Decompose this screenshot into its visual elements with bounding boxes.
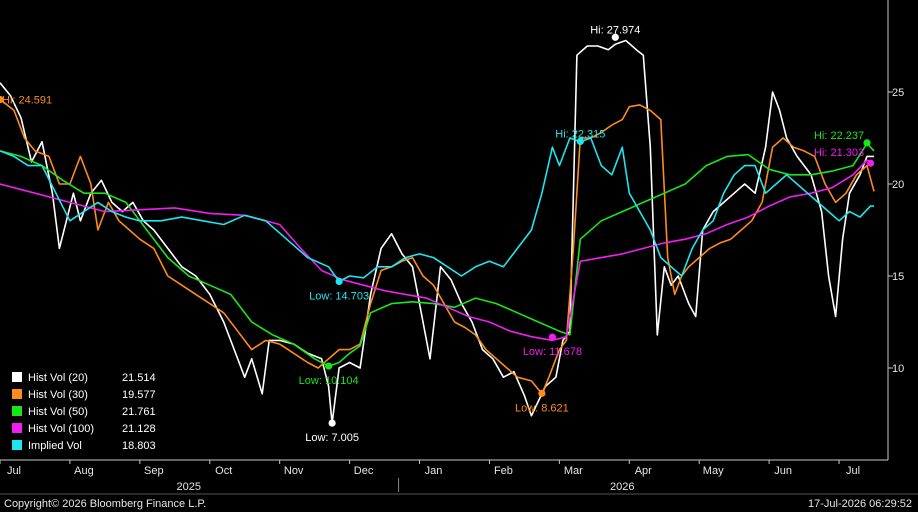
x-tick-label: Dec xyxy=(354,465,374,477)
annotation-label: Low: 7.005 xyxy=(305,432,359,444)
x-tick-label: Apr xyxy=(635,465,652,477)
x-tick-label: Jan xyxy=(425,465,443,477)
annotations: Hi: 24.591 Low: 7.005 Low: 14.703 Low: 10.1… xyxy=(0,24,875,444)
legend-series-value: 21.514 xyxy=(122,372,156,384)
annotation-label: Hi: 27.974 xyxy=(590,24,640,36)
x-tick-label: May xyxy=(703,465,724,477)
annotation-label: Low: 11.678 xyxy=(523,346,582,358)
legend-series-name: Hist Vol (50) xyxy=(28,406,88,418)
x-tick-label: Feb xyxy=(494,465,513,477)
y-tick-label: 15 xyxy=(892,271,904,283)
extreme-marker xyxy=(611,33,619,41)
annotation-label: Hi: 22.237 xyxy=(814,130,864,142)
legend-swatch xyxy=(12,440,22,450)
x-tick-label: Jul xyxy=(7,465,21,477)
annotation-label: Hi: 22.315 xyxy=(555,128,605,140)
extreme-marker xyxy=(866,159,875,167)
annotation-label: Low: 14.703 xyxy=(309,290,369,302)
annotation-label: Hi: 21.303 xyxy=(814,147,864,159)
series-line-4 xyxy=(0,159,875,342)
series-line-5 xyxy=(0,137,874,283)
x-year-label: 2026 xyxy=(610,481,634,493)
legend-series-value: 18.803 xyxy=(122,440,156,452)
x-tick-label: Jun xyxy=(774,465,792,477)
annotation-label: Hi: 24.591 xyxy=(2,95,52,107)
x-year-label: 2025 xyxy=(177,481,201,493)
extreme-marker xyxy=(538,389,546,397)
x-tick-label: Jul xyxy=(846,465,860,477)
legend-series-name: Hist Vol (30) xyxy=(28,389,88,401)
x-tick-label: Oct xyxy=(215,465,232,477)
copyright-text: Copyright© 2026 Bloomberg Finance L.P. xyxy=(4,498,207,510)
x-tick-label: Sep xyxy=(144,465,164,477)
legend-box xyxy=(6,364,166,455)
x-tick-label: Nov xyxy=(284,465,304,477)
plot-area xyxy=(0,39,875,424)
series-line-1 xyxy=(0,39,874,424)
y-tick-label: 10 xyxy=(892,363,904,375)
x-tick-label: Aug xyxy=(74,465,94,477)
legend-swatch xyxy=(12,372,22,382)
extreme-marker xyxy=(328,419,336,427)
annotation-label: Low: 10.104 xyxy=(299,375,359,387)
legend-series-name: Hist Vol (100) xyxy=(28,423,94,435)
series-line-3 xyxy=(0,142,875,367)
series-line-2 xyxy=(0,98,875,395)
extreme-marker xyxy=(863,139,871,147)
x-tick-label: Mar xyxy=(564,465,583,477)
legend-series-value: 21.128 xyxy=(122,423,156,435)
annotation-label: Low: 8.621 xyxy=(515,402,569,414)
timestamp-text: 17-Jul-2026 06:29:52 xyxy=(808,498,912,510)
legend-swatch xyxy=(12,423,22,433)
legend-swatch xyxy=(12,389,22,399)
extreme-marker xyxy=(325,362,333,370)
extreme-marker xyxy=(576,137,584,146)
legend: Hist Vol (20) 21.514 Hist Vol (30) 19.577 Hi… xyxy=(6,364,166,455)
legend-series-name: Hist Vol (20) xyxy=(28,372,88,384)
extreme-marker xyxy=(548,333,556,341)
legend-series-value: 19.577 xyxy=(122,389,156,401)
legend-swatch xyxy=(12,406,22,416)
legend-series-name: Implied Vol xyxy=(28,440,82,452)
y-tick-label: 20 xyxy=(892,179,904,191)
y-tick-label: 25 xyxy=(892,87,904,99)
extreme-marker xyxy=(0,95,4,104)
extreme-marker xyxy=(335,277,343,286)
legend-series-value: 21.761 xyxy=(122,406,156,418)
